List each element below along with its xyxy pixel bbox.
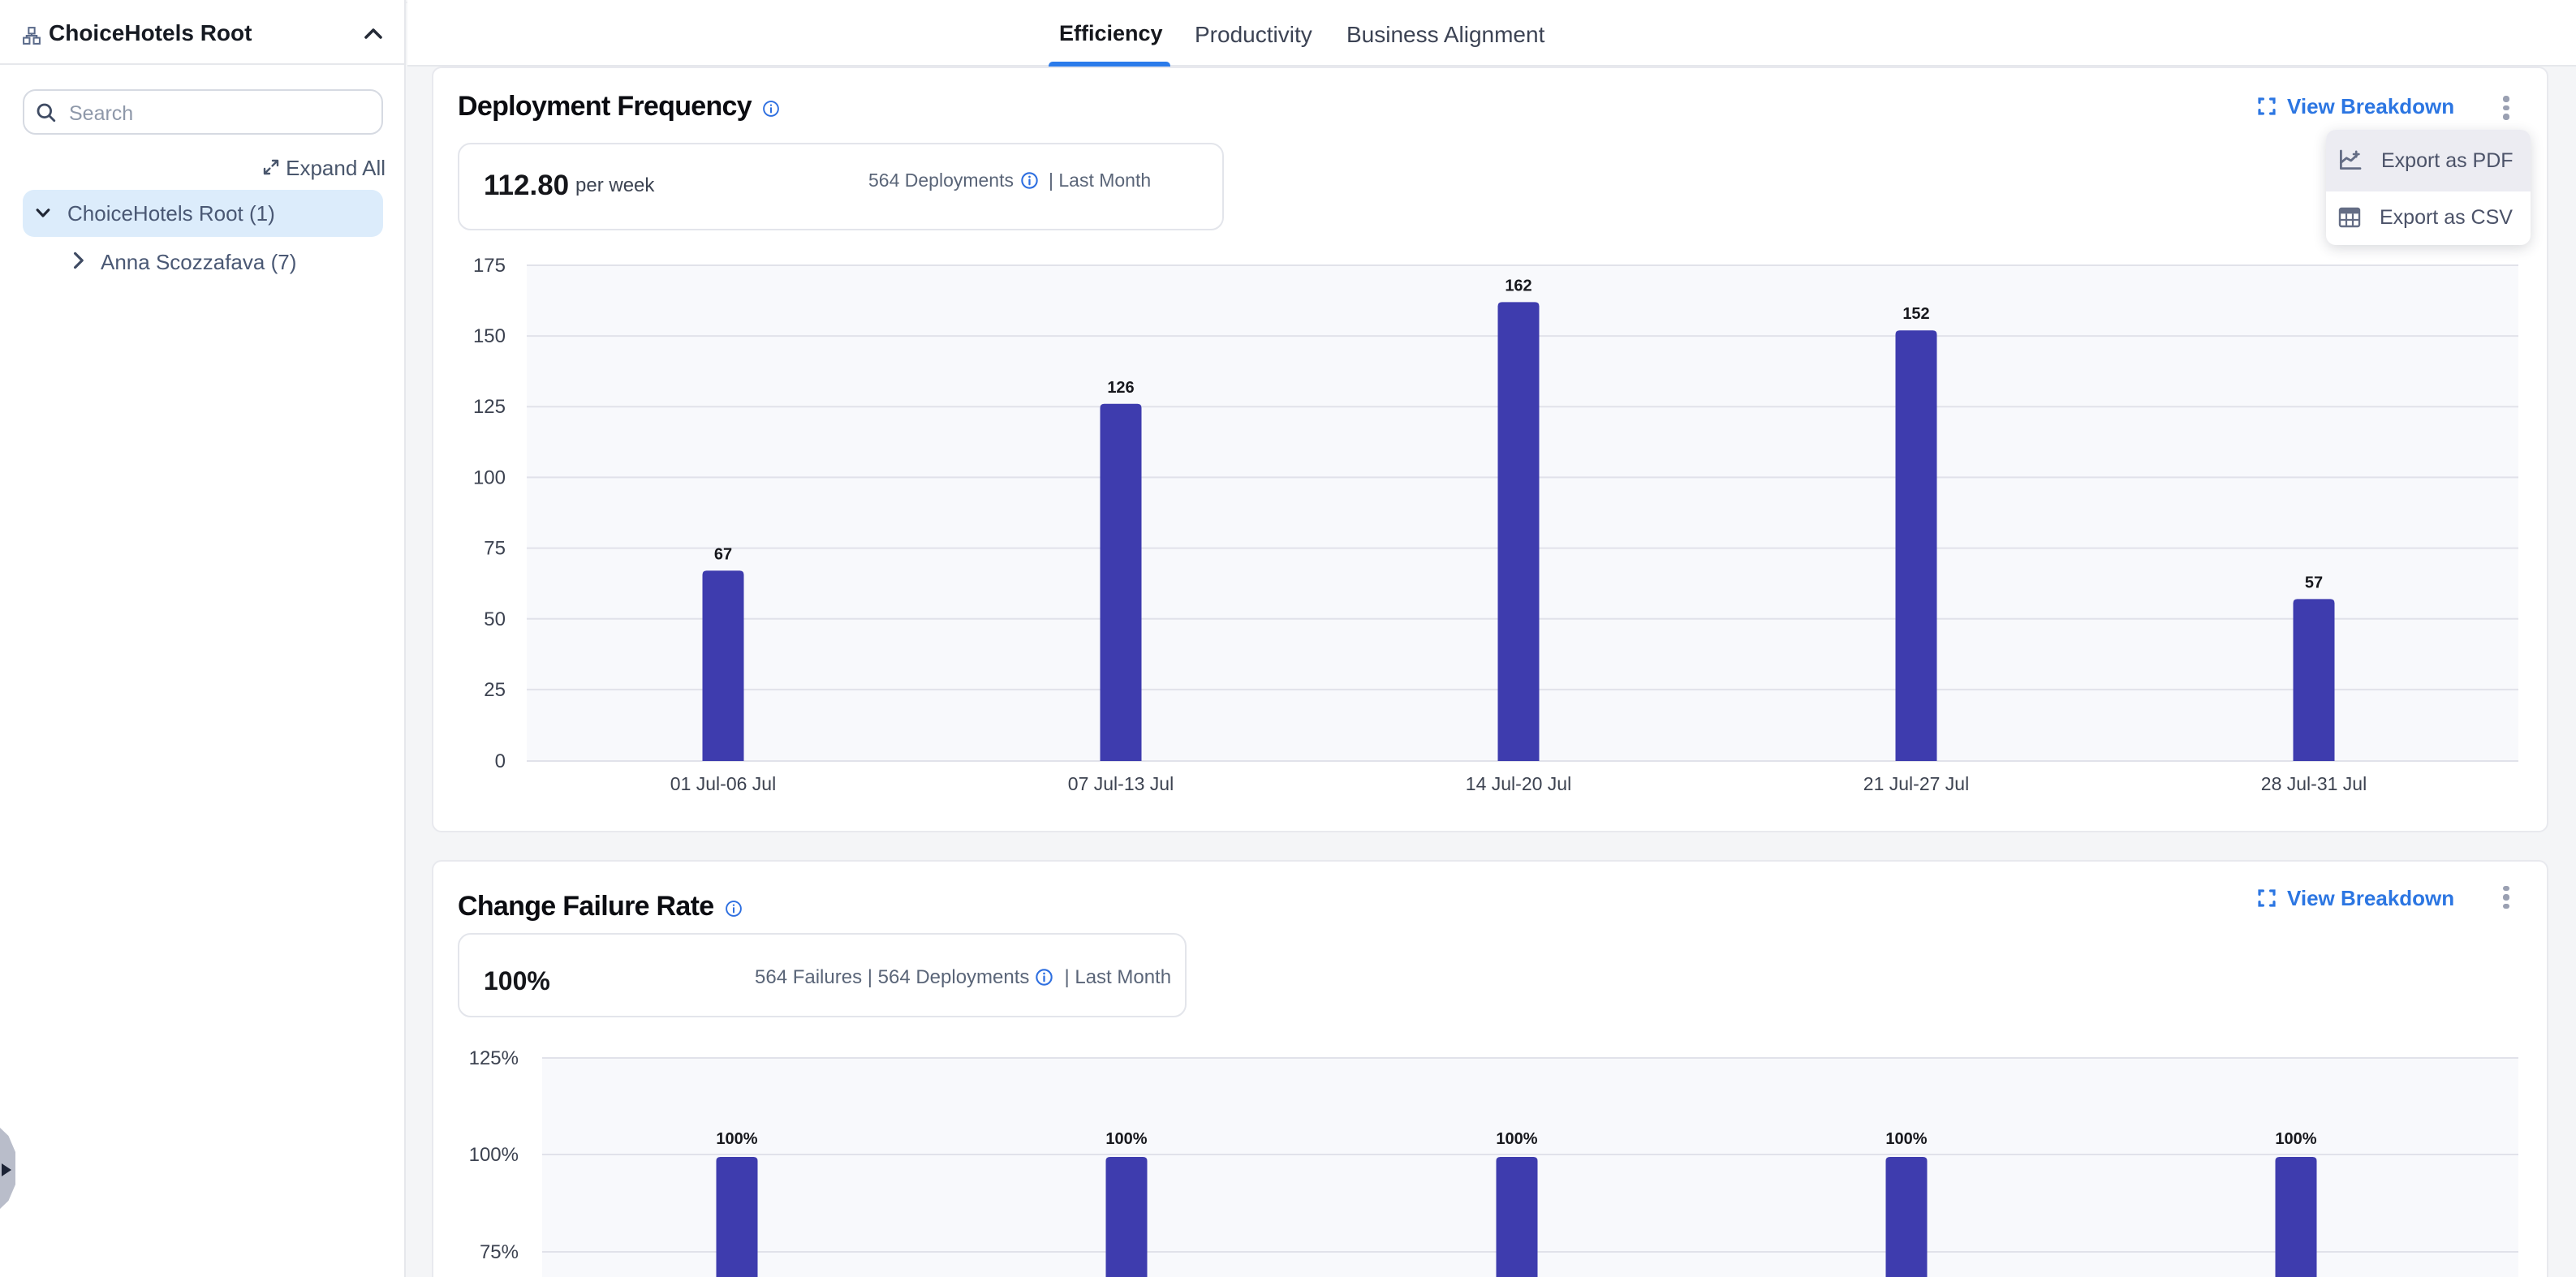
svg-text:0: 0 bbox=[494, 750, 505, 772]
svg-text:125%: 125% bbox=[468, 1047, 518, 1068]
svg-text:25: 25 bbox=[483, 679, 505, 701]
svg-text:50: 50 bbox=[483, 608, 505, 630]
svg-text:100%: 100% bbox=[2274, 1129, 2315, 1147]
svg-text:100%: 100% bbox=[715, 1129, 756, 1147]
svg-text:07 Jul-13 Jul: 07 Jul-13 Jul bbox=[1067, 773, 1173, 794]
svg-text:100%: 100% bbox=[468, 1143, 518, 1165]
svg-text:125: 125 bbox=[472, 396, 505, 418]
svg-text:75%: 75% bbox=[479, 1240, 518, 1262]
svg-text:01 Jul-06 Jul: 01 Jul-06 Jul bbox=[670, 773, 775, 794]
svg-text:21 Jul-27 Jul: 21 Jul-27 Jul bbox=[1863, 773, 1968, 794]
svg-text:75: 75 bbox=[483, 538, 505, 560]
svg-text:175: 175 bbox=[472, 255, 505, 277]
svg-text:14 Jul-20 Jul: 14 Jul-20 Jul bbox=[1465, 773, 1570, 794]
svg-text:28 Jul-31 Jul: 28 Jul-31 Jul bbox=[2260, 773, 2366, 794]
svg-text:57: 57 bbox=[2304, 574, 2322, 591]
svg-text:100: 100 bbox=[472, 467, 505, 488]
svg-text:152: 152 bbox=[1902, 305, 1928, 323]
svg-text:126: 126 bbox=[1106, 379, 1133, 397]
svg-text:150: 150 bbox=[472, 325, 505, 347]
svg-text:100%: 100% bbox=[1105, 1129, 1146, 1147]
svg-text:100%: 100% bbox=[1885, 1129, 1926, 1147]
svg-text:67: 67 bbox=[713, 545, 731, 563]
svg-text:162: 162 bbox=[1504, 277, 1531, 295]
svg-text:100%: 100% bbox=[1495, 1129, 1536, 1147]
